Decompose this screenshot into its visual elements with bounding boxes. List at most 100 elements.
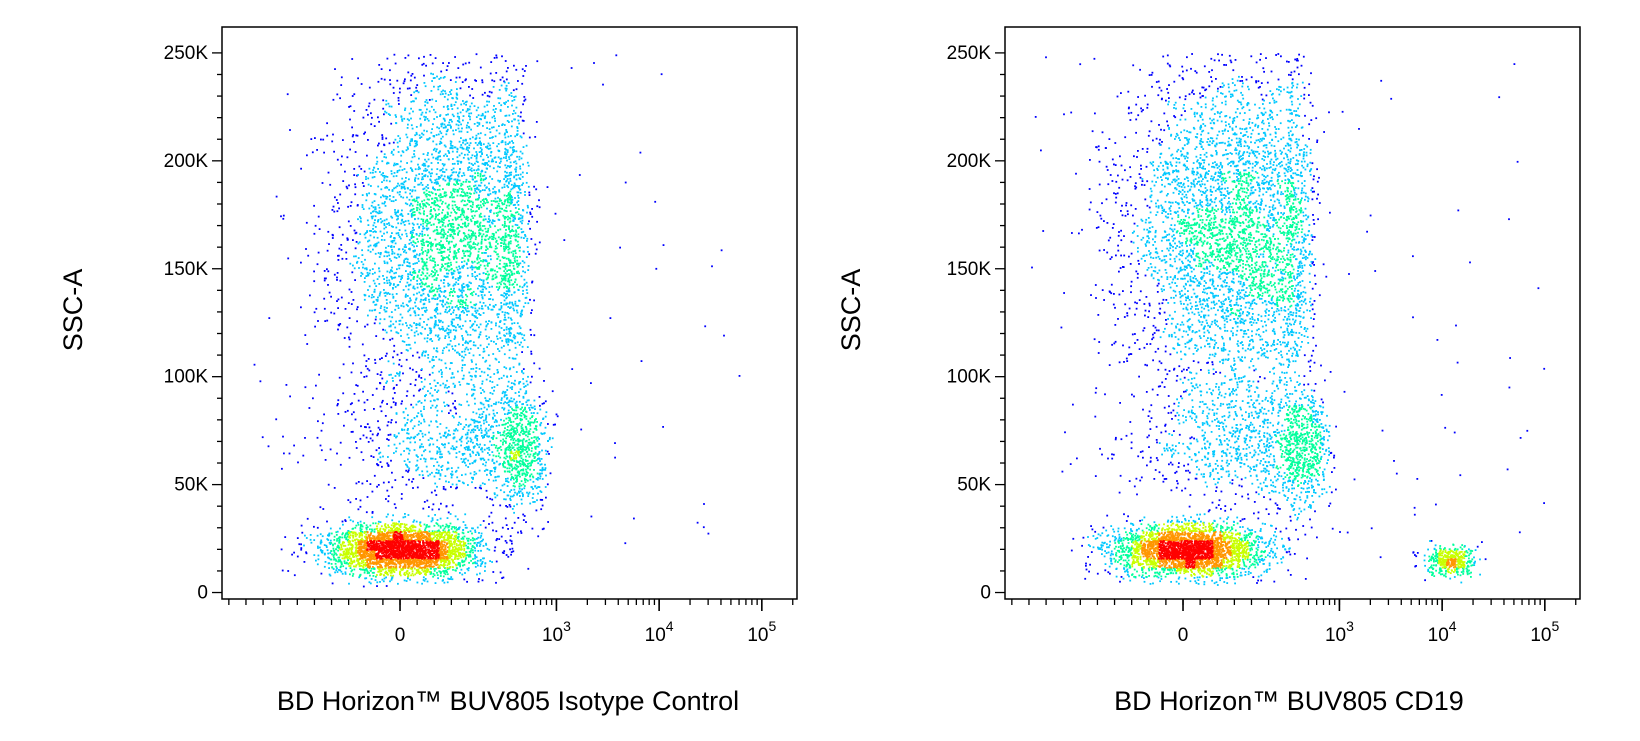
event-dot (421, 178, 423, 181)
event-dot (413, 449, 416, 451)
event-dot (414, 180, 416, 182)
event-dot (540, 508, 543, 511)
event-dot (495, 560, 498, 563)
event-dot (505, 303, 507, 306)
event-dot (471, 375, 473, 378)
event-dot (442, 327, 445, 330)
event-dot (446, 311, 449, 314)
event-dot (411, 368, 414, 371)
event-dot (352, 362, 354, 365)
event-dot (521, 184, 523, 186)
event-dot (482, 350, 485, 353)
event-dot (544, 467, 547, 469)
event-dot (416, 143, 418, 146)
event-dot (307, 254, 310, 257)
event-dot (424, 458, 427, 461)
event-dot (412, 231, 414, 234)
event-dot (477, 255, 480, 257)
event-dot (486, 435, 489, 438)
event-dot (385, 515, 388, 518)
event-dot (404, 57, 407, 59)
event-dot (474, 557, 476, 560)
event-dot (403, 80, 406, 83)
event-dot (532, 421, 535, 424)
event-dot (412, 241, 415, 243)
event-dot (477, 142, 480, 145)
event-dot (472, 527, 474, 530)
event-dot (385, 246, 387, 249)
event-dot (513, 409, 516, 412)
event-dot (414, 189, 417, 192)
event-dot (507, 316, 510, 319)
event-dot (431, 153, 433, 156)
event-dot (533, 399, 536, 402)
event-dot (522, 230, 525, 233)
event-dot (406, 87, 409, 90)
event-dot (506, 312, 509, 314)
event-dot (455, 469, 458, 472)
event-dot (451, 345, 454, 348)
event-dot (426, 251, 429, 254)
event-dot (465, 346, 468, 349)
event-dot (459, 325, 462, 328)
event-dot (459, 289, 462, 292)
event-dot (455, 446, 458, 448)
event-dot (408, 119, 410, 122)
event-dot (517, 517, 520, 519)
event-dot (462, 377, 465, 380)
event-dot (545, 411, 548, 414)
event-dot (410, 107, 412, 110)
event-dot (469, 449, 471, 451)
event-dot (493, 373, 496, 375)
event-dot (426, 223, 429, 225)
event-dot (453, 386, 456, 388)
event-dot (408, 204, 411, 207)
event-dot (325, 544, 328, 547)
event-dot (400, 304, 403, 307)
event-dot (531, 421, 533, 424)
event-dot (508, 259, 510, 262)
event-dot (511, 339, 514, 342)
event-dot (425, 189, 428, 192)
event-dot (436, 461, 439, 464)
event-dot (448, 294, 451, 297)
event-dot (450, 486, 452, 488)
event-dot (360, 261, 363, 263)
event-dot (419, 521, 421, 524)
event-dot (470, 440, 472, 443)
event-dot (452, 447, 455, 449)
event-dot (546, 450, 549, 453)
event-dot (503, 81, 506, 84)
event-dot (368, 426, 371, 429)
event-dot (404, 423, 407, 426)
event-dot (517, 200, 520, 202)
event-dot (412, 285, 415, 288)
event-dot (482, 279, 485, 282)
event-dot (487, 110, 489, 113)
event-dot (397, 253, 400, 256)
event-dot (390, 172, 393, 175)
event-dot (298, 543, 301, 546)
event-dot (482, 178, 485, 181)
event-dot (489, 560, 491, 562)
event-dot (489, 211, 492, 213)
event-dot (355, 231, 358, 234)
event-dot (423, 187, 426, 190)
event-dot (417, 201, 419, 204)
event-dot (512, 409, 514, 411)
event-dot (434, 179, 437, 181)
event-dot (508, 419, 511, 422)
event-dot (488, 90, 491, 93)
event-dot (484, 91, 486, 94)
event-dot (417, 217, 420, 220)
event-dot (498, 162, 501, 164)
event-dot (481, 79, 484, 82)
event-dot (450, 271, 453, 274)
event-dot (467, 447, 469, 450)
event-dot (407, 327, 410, 329)
event-dot (458, 295, 461, 298)
event-dot (306, 154, 308, 157)
event-dot (372, 210, 375, 213)
event-dot (426, 340, 429, 343)
event-dot (511, 187, 514, 190)
